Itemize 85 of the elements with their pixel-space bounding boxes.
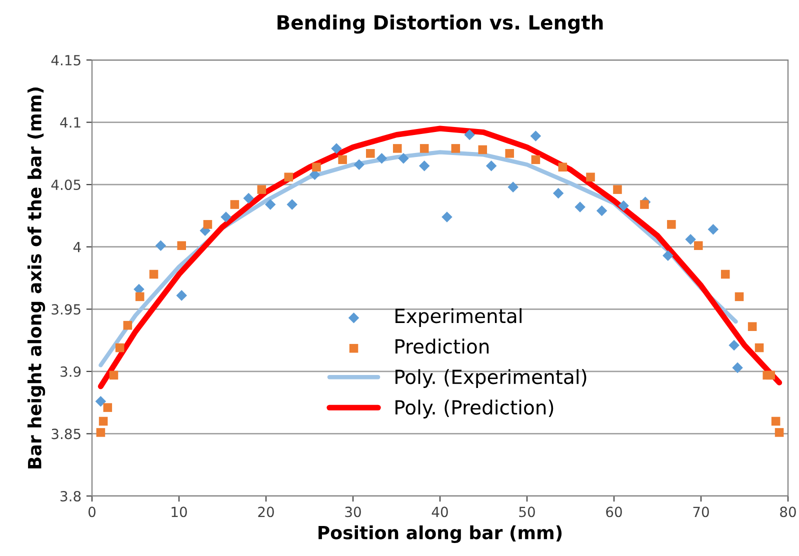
point [586, 172, 595, 182]
point [478, 145, 488, 154]
point [176, 290, 187, 301]
point [135, 292, 144, 302]
x-tick-label: 10 [172, 506, 187, 518]
point [115, 343, 124, 352]
y-tick-label: 4.15 [51, 55, 80, 66]
point [451, 144, 460, 153]
point [243, 192, 254, 204]
point [694, 241, 703, 250]
point [354, 159, 364, 170]
legend-label: Prediction [396, 338, 489, 354]
point [331, 143, 342, 154]
x-tick-label: 80 [780, 506, 796, 518]
point [392, 144, 402, 153]
point [754, 343, 764, 352]
point [257, 185, 266, 194]
point [109, 370, 118, 380]
point [748, 322, 757, 331]
point [640, 200, 649, 209]
y-axis-title: Bar height along axis of the bar (mm) [27, 88, 46, 468]
point [230, 200, 240, 209]
y-tick-label: 3.9 [60, 366, 81, 377]
point [123, 320, 132, 330]
y-tick-label: 4 [73, 242, 81, 252]
point [732, 362, 743, 374]
point [149, 270, 158, 279]
point [766, 370, 775, 380]
point [552, 188, 564, 199]
x-tick-label: 60 [606, 506, 622, 518]
point [774, 428, 784, 437]
point [530, 130, 542, 142]
point [771, 416, 780, 426]
point [286, 199, 298, 210]
point [728, 340, 740, 351]
point [734, 292, 744, 302]
x-tick-label: 50 [519, 506, 535, 518]
point [596, 205, 608, 216]
x-axis-title: Position along bar (mm) [318, 525, 562, 544]
point [264, 199, 276, 210]
point [284, 172, 294, 182]
point [464, 129, 475, 140]
x-tick-label: 20 [258, 506, 274, 518]
point [708, 224, 719, 235]
point [420, 144, 429, 153]
point [418, 160, 430, 172]
point [486, 160, 497, 172]
legend-label: Experimental [396, 308, 522, 328]
legend-label: Poly. (Prediction) [396, 400, 554, 418]
y-tick-label: 4.1 [60, 117, 80, 128]
point [98, 416, 108, 426]
y-tick-label: 4.05 [51, 180, 80, 190]
point [177, 241, 186, 250]
point [203, 220, 212, 229]
point [220, 212, 232, 222]
chart-title: Bending Distortion vs. Length [278, 14, 603, 34]
y-tick-label: 3.8 [60, 490, 81, 502]
point [366, 149, 375, 158]
point [505, 149, 514, 158]
point [685, 234, 696, 245]
point [662, 250, 674, 261]
point [376, 153, 388, 164]
point [574, 202, 586, 212]
point [531, 155, 540, 164]
x-tick-label: 70 [693, 506, 709, 518]
point [312, 162, 321, 172]
point [95, 396, 106, 407]
point [618, 200, 629, 212]
point [338, 155, 347, 164]
legend-label: Poly. (Experimental) [396, 369, 586, 388]
x-tick-label: 0 [88, 506, 96, 518]
y-tick-label: 3.95 [52, 304, 80, 315]
point [398, 153, 409, 164]
point [96, 428, 106, 437]
point [442, 212, 452, 222]
x-tick-label: 30 [345, 506, 361, 518]
point [508, 182, 518, 192]
point [720, 270, 730, 279]
y-tick-label: 3.85 [52, 428, 80, 440]
point [558, 162, 568, 172]
point [155, 240, 166, 251]
point [103, 403, 112, 412]
point [613, 185, 622, 194]
x-tick-label: 40 [432, 506, 448, 518]
point [667, 220, 676, 229]
